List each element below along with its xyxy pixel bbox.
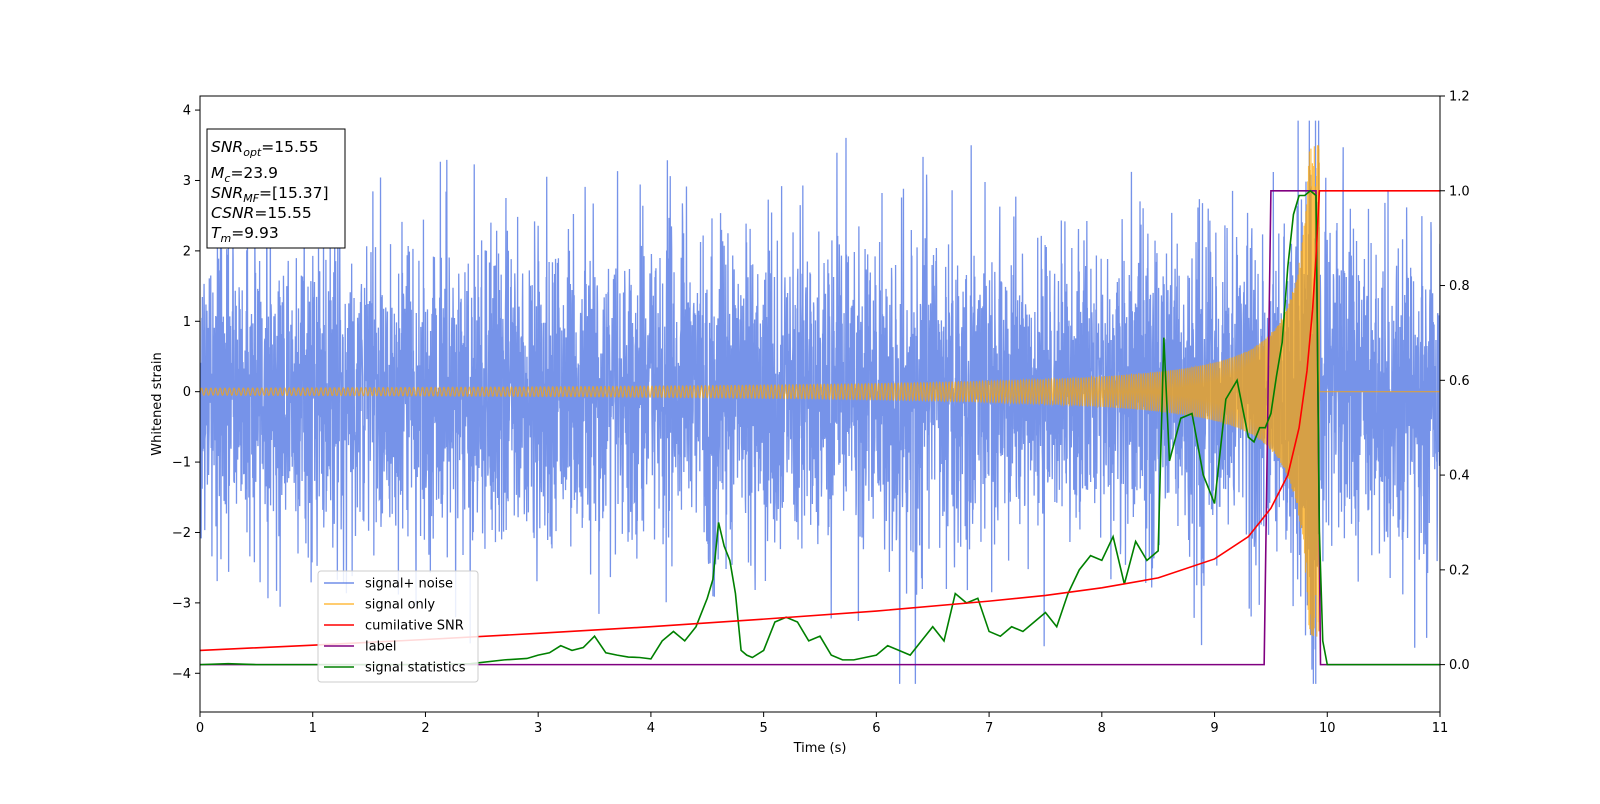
x-tick-label-10: 10 <box>1319 721 1336 736</box>
y-tick-label-5: −1 <box>172 456 191 471</box>
legend-signal-statistics: signal statistics <box>324 661 466 676</box>
y-axis-right: 1.2 1.0 0.8 0.6 0.4 0.2 0.0 <box>1440 90 1470 673</box>
series-cumilative-snr-line <box>200 189 1440 652</box>
legend-cumilative-snr: cumilative SNR <box>324 619 464 634</box>
x-tick-label-5: 5 <box>759 721 767 736</box>
x-tick-label-1: 1 <box>309 721 317 736</box>
y2-tick-label-4: 0.4 <box>1449 469 1470 484</box>
plot-frame <box>199 95 1441 713</box>
legend-signal-statistics-text: signal statistics <box>365 661 466 676</box>
y-tick-label-8: −4 <box>172 667 191 682</box>
y2-tick-label-6: 0.0 <box>1449 658 1470 673</box>
legend-signal-only-text: signal only <box>365 598 435 613</box>
series-signal-only-line <box>200 145 1440 637</box>
series-signal-noise-line <box>200 120 1440 684</box>
y2-tick-label-1: 1.0 <box>1449 184 1470 199</box>
y2-tick-label-2: 0.8 <box>1449 279 1470 294</box>
legend-signal-noise-text: signal+ noise <box>365 577 453 592</box>
legend-signal-only: signal only <box>324 598 435 613</box>
x-tick-label-9: 9 <box>1210 721 1218 736</box>
annotation-tm: Tm=9.93 <box>211 224 279 245</box>
y-tick-label-6: −2 <box>172 526 191 541</box>
x-tick-label-3: 3 <box>534 721 542 736</box>
annotation-mc: Mc=23.9 <box>211 164 278 185</box>
x-tick-label-6: 6 <box>872 721 880 736</box>
legend-label: label <box>324 640 396 655</box>
y-axis-left: 4 3 2 1 0 −1 −2 −3 −4 <box>172 104 200 682</box>
y-tick-label-7: −3 <box>172 596 191 611</box>
y-tick-label-3: 1 <box>183 315 191 330</box>
y-axis-label: Whitened strain <box>150 352 165 455</box>
x-tick-label-0: 0 <box>196 721 204 736</box>
series-layer <box>200 120 1440 684</box>
annotation-snr-opt: SNRopt=15.55 <box>211 138 319 159</box>
legend: signal+ noise signal only cumilative SNR la… <box>317 570 479 683</box>
x-tick-label-8: 8 <box>1098 721 1106 736</box>
x-tick-label-2: 2 <box>421 721 429 736</box>
legend-label-text: label <box>365 640 396 655</box>
y2-tick-label-0: 1.2 <box>1449 90 1470 105</box>
legend-signal-noise: signal+ noise <box>324 577 453 592</box>
y-tick-label-2: 2 <box>183 244 191 259</box>
y2-tick-label-3: 0.6 <box>1449 374 1470 389</box>
annotation-snr-mf: SNRMF=[15.37] <box>211 184 329 205</box>
y-tick-label-1: 3 <box>183 174 191 189</box>
x-tick-label-4: 4 <box>647 721 655 736</box>
legend-cumilative-snr-text: cumilative SNR <box>365 619 464 634</box>
y-tick-label-0: 4 <box>183 104 191 119</box>
x-tick-label-11: 11 <box>1432 721 1449 736</box>
annotation-box: SNRopt=15.55 Mc=23.9 SNRMF=[15.37] CSNR=… <box>206 128 346 249</box>
y-tick-label-4: 0 <box>183 385 191 400</box>
x-axis: 0 1 2 3 4 5 6 7 8 9 10 11 <box>196 712 1448 736</box>
y2-tick-label-5: 0.2 <box>1449 563 1470 578</box>
legend-frame <box>317 570 479 683</box>
series-signal-statistics-line <box>200 189 1440 666</box>
x-tick-label-7: 7 <box>985 721 993 736</box>
annotation-csnr: CSNR=15.55 <box>211 204 312 222</box>
x-axis-label: Time (s) <box>793 741 847 756</box>
legend-items: signal+ noise signal only cumilative SNR la… <box>324 577 466 676</box>
